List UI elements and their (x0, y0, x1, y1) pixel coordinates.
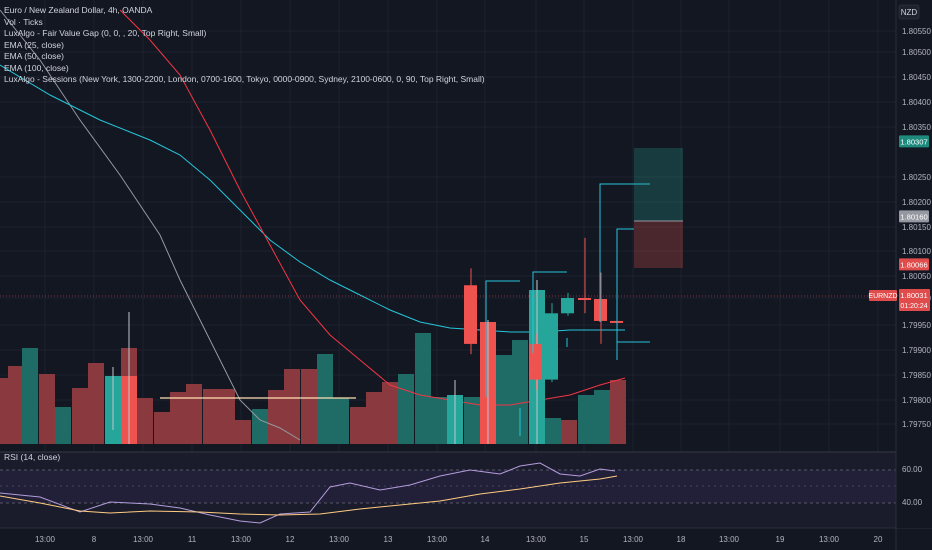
price-tick: 1.79950 (902, 321, 931, 330)
current-price-badge (899, 289, 930, 311)
price-tick: 1.79900 (902, 346, 931, 355)
time-axis[interactable]: 13:00 8 13:00 11 13:00 12 13:00 13 13:00 14 13:00 1… (35, 535, 883, 544)
price-tick: 1.79800 (902, 396, 931, 405)
rsi-ma-line (0, 475, 618, 516)
price-tick: 1.80500 (902, 48, 931, 57)
time-tick: 13:00 (623, 535, 644, 544)
time-tick: 13:00 (329, 535, 350, 544)
price-tick: 1.79750 (902, 420, 931, 429)
entry-badge-text: 1.80160 (900, 212, 927, 221)
candle-body (529, 343, 542, 380)
svg-text:1.80031: 1.80031 (900, 291, 927, 300)
target-badge (899, 135, 929, 148)
time-tick: 13:00 (231, 535, 252, 544)
rsi-label[interactable]: RSI (14, close) (4, 452, 61, 462)
candle-body (464, 285, 477, 344)
rsi-band (0, 470, 896, 503)
stop-badge-text: 1.80066 (900, 260, 927, 269)
entry-badge (899, 210, 929, 223)
price-tick: 1.80150 (902, 223, 931, 232)
time-tick: 13:00 (526, 535, 547, 544)
time-tick: 13:00 (819, 535, 840, 544)
time-tick: 19 (776, 535, 785, 544)
time-tick: 13:00 (427, 535, 448, 544)
price-tick: 1.80350 (902, 123, 931, 132)
time-tick: 15 (580, 535, 589, 544)
time-tick: 13 (384, 535, 393, 544)
take-profit-zone[interactable] (634, 148, 683, 221)
time-tick: 18 (677, 535, 686, 544)
stop-loss-zone[interactable] (634, 221, 683, 268)
price-tick: 1.79850 (902, 371, 931, 380)
grid (0, 0, 896, 528)
time-tick: 12 (286, 535, 295, 544)
time-tick: 8 (92, 535, 97, 544)
price-tick: 1.80100 (902, 247, 931, 256)
price-tick: 1.80050 (902, 272, 931, 281)
price-tick: 1.80550 (902, 27, 931, 36)
svg-text:60.00: 60.00 (902, 465, 923, 474)
price-tick: 1.80200 (902, 198, 931, 207)
time-tick: 13:00 (35, 535, 56, 544)
fvg-lines (485, 183, 650, 436)
stop-badge (899, 258, 929, 271)
time-tick: 11 (188, 535, 197, 544)
price-tick: 1.80400 (902, 98, 931, 107)
price-tick: 1.80450 (902, 73, 931, 82)
svg-text:EURNZD: EURNZD (868, 293, 897, 300)
rsi-axis: 60.00 40.00 (902, 465, 923, 507)
price-tick: 1.80250 (902, 173, 931, 182)
candle-body (578, 298, 591, 300)
candle-body (545, 313, 558, 380)
symbol-badge (869, 290, 897, 301)
currency-label: NZD (901, 8, 918, 17)
time-tick: 20 (874, 535, 883, 544)
time-tick: 13:00 (133, 535, 154, 544)
ema-100-line (0, 9, 301, 441)
countdown-text: 01:20:24 (900, 303, 927, 310)
time-tick: 14 (481, 535, 490, 544)
target-badge-text: 1.80307 (900, 137, 927, 146)
price-badges: 1.80307 1.80160 1.80066 EURNZD 1.80031 01:20:… (868, 135, 930, 311)
rsi-line (0, 462, 616, 524)
time-tick: 13:00 (719, 535, 740, 544)
svg-text:40.00: 40.00 (902, 498, 923, 507)
candle-body (561, 298, 574, 314)
